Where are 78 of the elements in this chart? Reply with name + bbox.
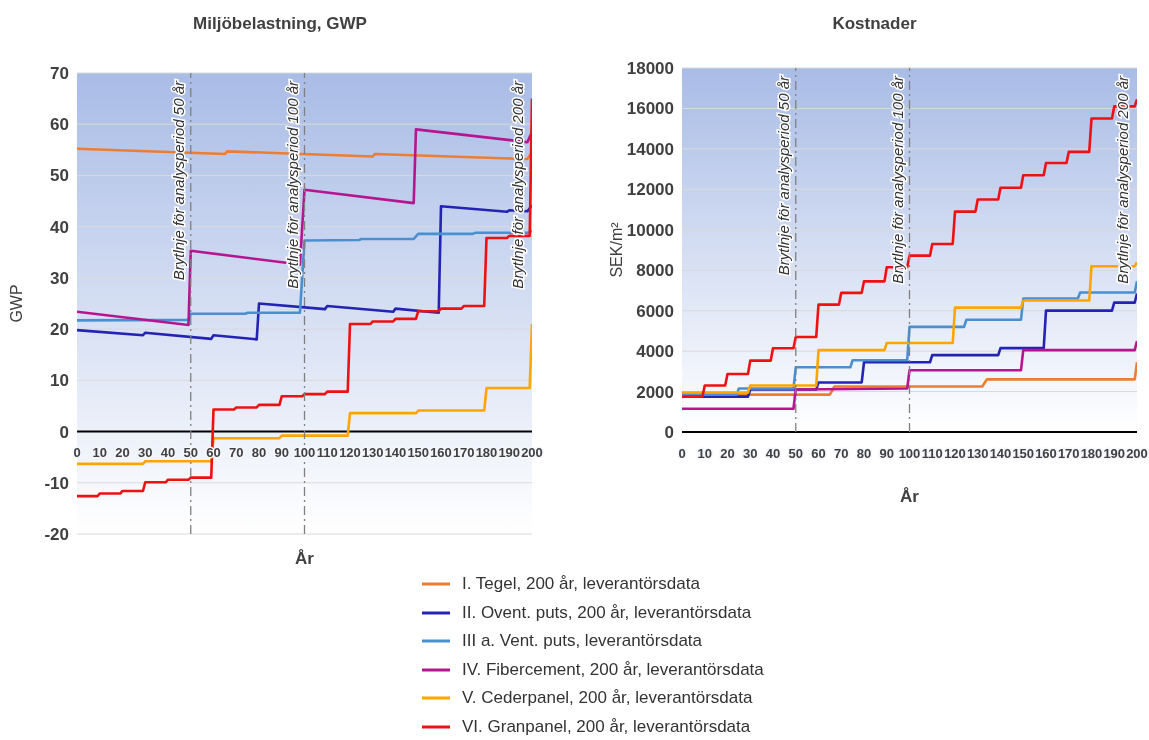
- y-tick-label: 4000: [636, 342, 674, 362]
- x-tick-label: 80: [856, 445, 872, 461]
- x-tick-label: 50: [788, 445, 803, 461]
- x-tick-label: 140: [989, 445, 1012, 461]
- x-tick-label: 100: [898, 445, 921, 461]
- x-tick-label: 120: [339, 445, 361, 461]
- y-tick-label: 16000: [626, 99, 674, 119]
- x-tick-label: 10: [92, 445, 107, 461]
- x-tick-label: 40: [765, 445, 781, 461]
- x-tick-label: 140: [384, 445, 407, 461]
- x-tick-label: 80: [251, 445, 267, 461]
- legend-label: III a. Vent. puts, leverantörsdata: [462, 631, 703, 652]
- x-tick-label: 190: [1103, 445, 1126, 461]
- x-tick-label: 110: [921, 445, 943, 461]
- x-tick-label: 150: [1012, 445, 1035, 461]
- x-tick-label: 120: [944, 445, 966, 461]
- y-tick-label: 60: [50, 115, 69, 135]
- y-tick-label: 50: [50, 166, 69, 186]
- x-tick-label: 180: [1080, 445, 1103, 461]
- line-series: [682, 339, 1137, 411]
- y-tick-label: 10: [50, 371, 69, 391]
- legend-label: IV. Fibercement, 200 år, leverantörsdata: [462, 659, 764, 680]
- annotation: Brytlnje för analysperiod 200 år: [509, 80, 526, 289]
- x-tick-label: 10: [697, 445, 712, 461]
- x-tick-label: 40: [160, 445, 176, 461]
- x-tick-label: 150: [407, 445, 430, 461]
- chart-title: Kostnader: [831, 14, 918, 34]
- x-tick-label: 180: [475, 445, 498, 461]
- y-tick-label: -20: [44, 525, 69, 545]
- x-tick-label: 0: [678, 445, 686, 461]
- x-tick-label: 20: [115, 445, 130, 461]
- y-tick-label: 70: [50, 64, 69, 84]
- x-tick-label: 200: [1126, 445, 1148, 461]
- y-tick-label: 8000: [636, 261, 674, 281]
- x-tick-label: 130: [361, 445, 384, 461]
- chart-title: Miljöbelastning, GWP: [192, 14, 368, 34]
- ref-line-label: Brytlnje för analysperiod 100 år: [283, 80, 301, 289]
- ref-line-label: Brytlnje för analysperiod 50 år: [169, 80, 187, 281]
- x-tick-label: 160: [430, 445, 452, 461]
- x-tick-label: 70: [229, 445, 244, 461]
- y-tick-label: 14000: [626, 139, 674, 159]
- y-tick-label: 30: [50, 268, 69, 288]
- y-tick-label: -10: [44, 473, 69, 493]
- y-tick-label: 0: [664, 423, 674, 443]
- x-tick-label: 110: [316, 445, 338, 461]
- y-tick-label: 2000: [636, 382, 674, 402]
- x-tick-label: 90: [879, 445, 894, 461]
- legend-label: II. Ovent. puts, 200 år, leverantörsdata: [462, 602, 752, 623]
- y-axis-title: SEK/m²: [607, 221, 625, 278]
- legend-label: I. Tegel, 200 år, leverantörsdata: [462, 574, 700, 595]
- legend-label: VI. Granpanel, 200 år, leverantörsdata: [462, 716, 751, 737]
- x-tick-label: 170: [452, 445, 475, 461]
- x-tick-label: 30: [138, 445, 153, 461]
- annotation: Brytlnje för analysperiod 200 år: [1114, 75, 1131, 284]
- x-tick-label: 90: [274, 445, 289, 461]
- x-tick-label: 160: [1035, 445, 1057, 461]
- y-tick-label: 20: [50, 320, 69, 340]
- x-tick-label: 60: [811, 445, 826, 461]
- legend-label: V. Cederpanel, 200 år, leverantörsdata: [462, 688, 753, 709]
- y-tick-label: 18000: [626, 59, 674, 79]
- ref-line-label: Brytlnje för analysperiod 100 år: [888, 75, 906, 284]
- x-axis-title: År: [900, 487, 920, 506]
- ref-line-label: Brytlnje för analysperiod 50 år: [774, 75, 792, 276]
- y-tick-label: 6000: [636, 301, 674, 321]
- y-tick-label: 40: [50, 217, 69, 237]
- x-axis-title: År: [295, 549, 315, 568]
- x-tick-label: 70: [834, 445, 849, 461]
- x-tick-label: 190: [498, 445, 521, 461]
- x-tick-label: 170: [1057, 445, 1080, 461]
- y-axis-title: GWP: [7, 284, 25, 323]
- x-tick-label: 200: [521, 445, 543, 461]
- y-tick-label: 0: [59, 422, 69, 442]
- x-tick-label: 20: [720, 445, 735, 461]
- x-tick-label: 130: [966, 445, 989, 461]
- y-tick-label: 10000: [626, 220, 674, 240]
- y-tick-label: 12000: [626, 180, 674, 200]
- x-tick-label: 30: [743, 445, 758, 461]
- x-tick-label: 0: [73, 445, 81, 461]
